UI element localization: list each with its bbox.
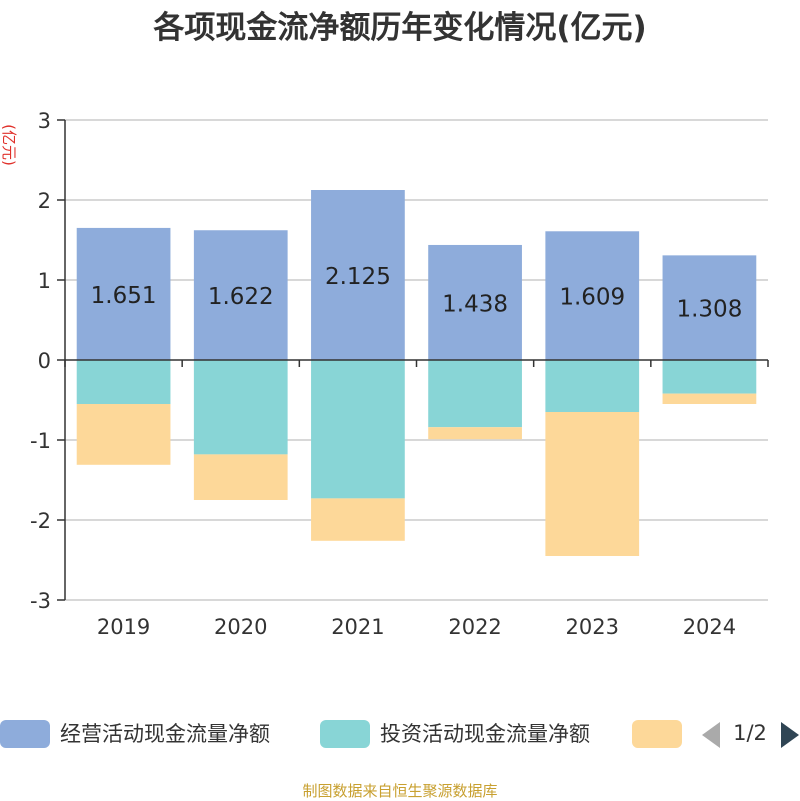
x-tick-label-2020: 2020	[214, 615, 267, 639]
legend-page-indicator: 1/2	[733, 721, 767, 745]
chart-title: 各项现金流净额历年变化情况(亿元)	[153, 10, 647, 46]
y-tick-label: -2	[30, 509, 51, 533]
bar-2022-series-0[interactable]	[428, 244, 522, 360]
bar-2022-series-2[interactable]	[428, 427, 522, 440]
legend-label: 经营活动现金流量净额	[60, 722, 270, 746]
y-tick-label: 1	[38, 269, 51, 293]
y-tick-label: -3	[30, 589, 51, 613]
y-tick-label: 2	[38, 189, 51, 213]
bar-2023-series-0[interactable]	[545, 231, 640, 360]
data-label-2024: 1.308	[676, 297, 742, 323]
data-label-2022: 1.438	[442, 291, 508, 317]
x-tick-label-2023: 2023	[566, 615, 619, 639]
bar-2019-series-1[interactable]	[76, 360, 171, 404]
x-tick-label-2019: 2019	[97, 615, 150, 639]
legend-swatch	[632, 720, 682, 748]
y-tick-label: 0	[38, 349, 51, 373]
x-tick-label-2021: 2021	[331, 615, 384, 639]
data-labels: 1.651 1.622 2.125 1.438 1.609 1.308	[91, 264, 743, 323]
bar-2023-series-2[interactable]	[545, 412, 640, 556]
data-label-2021: 2.125	[325, 264, 391, 290]
source-note: 制图数据来自恒生聚源数据库	[302, 782, 498, 800]
x-tick-label-2024: 2024	[683, 615, 736, 639]
bar-2019-series-2[interactable]	[76, 404, 171, 465]
bar-2020-series-2[interactable]	[193, 454, 288, 500]
bar-2024-series-1[interactable]	[662, 360, 757, 394]
bar-2019-series-0[interactable]	[76, 227, 171, 360]
axes: 3 2 1 0 -1 -2 -3 2019 2020 2021 2022 2023 2024	[30, 109, 769, 639]
legend-next-page-icon[interactable]	[781, 722, 799, 748]
bar-2021-series-0[interactable]	[311, 190, 405, 360]
bar-2021-series-2[interactable]	[311, 498, 405, 541]
bar-2021-series-1[interactable]	[311, 360, 405, 499]
y-tick-label: -1	[30, 429, 51, 453]
y-tick-label: 3	[38, 109, 51, 133]
bar-2020-series-0[interactable]	[193, 230, 288, 360]
x-tick-label-2022: 2022	[448, 615, 501, 639]
legend-prev-page-icon[interactable]	[702, 722, 720, 748]
data-label-2020: 1.622	[208, 284, 274, 310]
y-axis-label: (亿元)	[0, 124, 18, 166]
bars	[76, 190, 757, 556]
data-label-2023: 1.609	[559, 285, 625, 311]
bar-2020-series-1[interactable]	[193, 360, 288, 455]
bar-2023-series-1[interactable]	[545, 360, 640, 412]
legend-swatch	[320, 720, 370, 748]
bar-2024-series-0[interactable]	[662, 255, 757, 360]
bar-2024-series-2[interactable]	[662, 393, 757, 404]
legend-label: 投资活动现金流量净额	[380, 722, 590, 746]
legend: 经营活动现金流量净额 投资活动现金流量净额	[0, 714, 800, 758]
legend-swatch	[0, 720, 50, 748]
grid-lines	[65, 119, 768, 601]
data-label-2019: 1.651	[91, 283, 157, 309]
bar-2022-series-1[interactable]	[428, 360, 522, 428]
